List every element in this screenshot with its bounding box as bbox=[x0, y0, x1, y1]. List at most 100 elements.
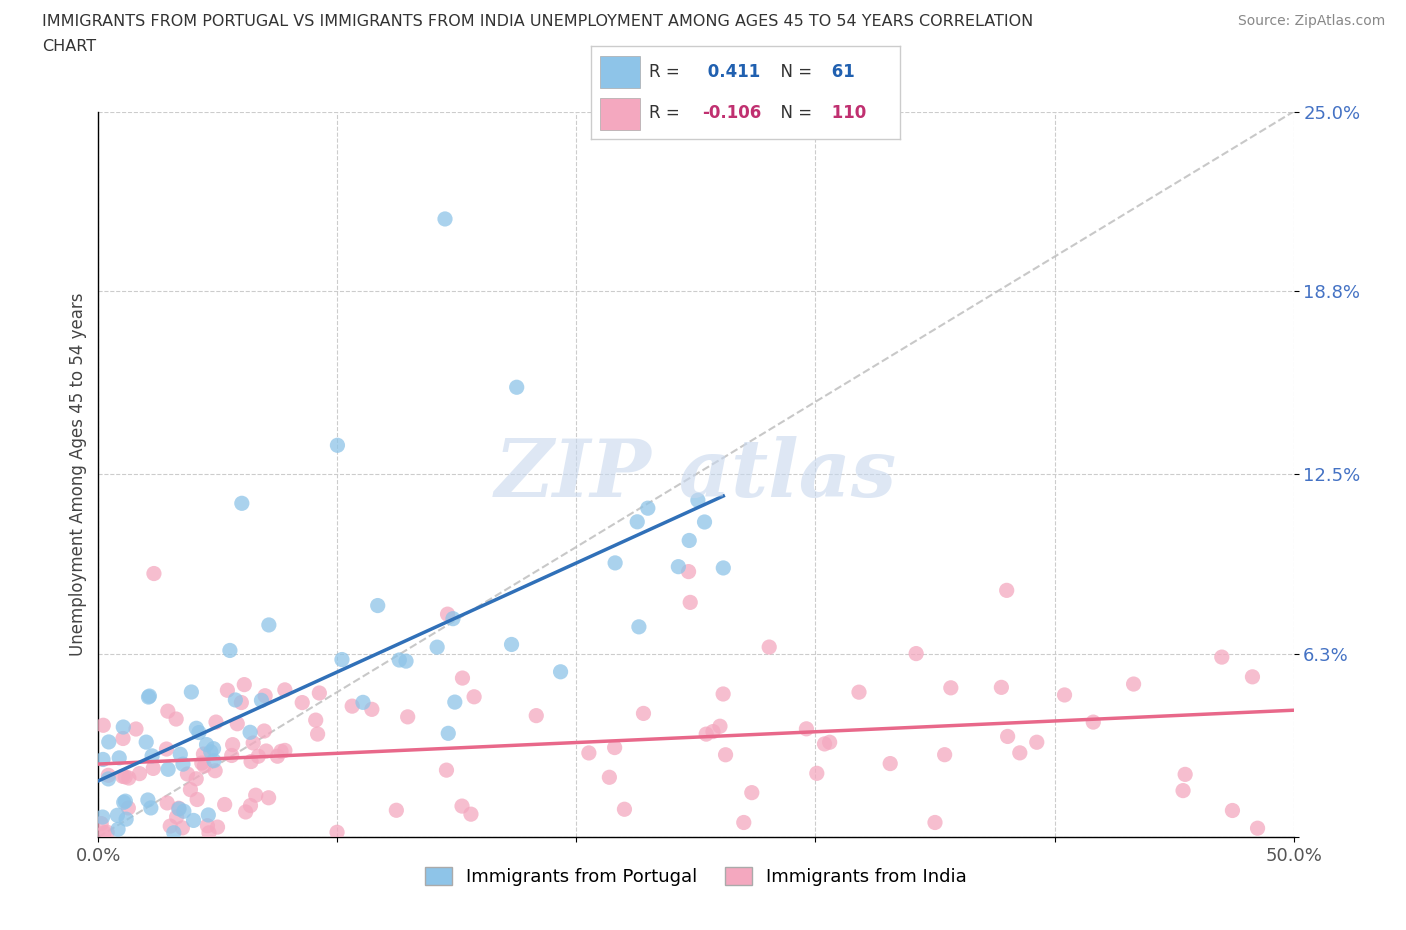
Point bbox=[155, 741, 177, 756]
Point bbox=[307, 726, 329, 741]
Point bbox=[169, 747, 191, 762]
Point bbox=[114, 769, 136, 784]
Point bbox=[437, 726, 460, 741]
Point bbox=[678, 533, 700, 548]
Point bbox=[226, 716, 249, 731]
Bar bbox=[600, 56, 640, 88]
Point bbox=[204, 764, 226, 778]
Point bbox=[395, 654, 418, 669]
Bar bbox=[600, 98, 640, 130]
Text: -0.106: -0.106 bbox=[702, 104, 761, 123]
Point bbox=[112, 795, 135, 810]
Point bbox=[176, 766, 198, 781]
Point bbox=[702, 724, 724, 739]
Point bbox=[142, 566, 165, 581]
Point bbox=[141, 749, 163, 764]
Point bbox=[396, 710, 419, 724]
Point bbox=[115, 812, 138, 827]
Point bbox=[266, 749, 288, 764]
Point bbox=[166, 809, 188, 824]
Point bbox=[247, 749, 270, 764]
Point bbox=[709, 719, 731, 734]
Point bbox=[186, 771, 208, 786]
Point bbox=[117, 801, 139, 816]
Text: 0.411: 0.411 bbox=[702, 62, 761, 81]
Point bbox=[695, 726, 717, 741]
Point bbox=[257, 618, 280, 632]
Point bbox=[197, 818, 219, 833]
Point bbox=[231, 496, 253, 511]
Point bbox=[711, 686, 734, 701]
Point bbox=[172, 820, 194, 835]
Point bbox=[1008, 746, 1031, 761]
Point bbox=[93, 825, 115, 840]
Point bbox=[186, 721, 208, 736]
Point bbox=[179, 782, 201, 797]
Point bbox=[159, 818, 181, 833]
Point bbox=[173, 804, 195, 818]
Point bbox=[506, 379, 529, 394]
Point bbox=[139, 801, 162, 816]
Point bbox=[97, 735, 120, 750]
Point bbox=[796, 722, 818, 737]
Point bbox=[550, 664, 572, 679]
Legend: Immigrants from Portugal, Immigrants from India: Immigrants from Portugal, Immigrants fro… bbox=[418, 859, 974, 893]
Point bbox=[848, 684, 870, 699]
Point bbox=[231, 695, 253, 710]
Point bbox=[451, 799, 474, 814]
Point bbox=[270, 744, 292, 759]
Point bbox=[91, 810, 114, 825]
Point bbox=[202, 753, 225, 768]
Point bbox=[142, 761, 165, 776]
Point bbox=[385, 803, 408, 817]
Point bbox=[451, 671, 474, 685]
Point bbox=[627, 619, 650, 634]
Point bbox=[905, 646, 928, 661]
Point bbox=[1241, 670, 1264, 684]
Point bbox=[202, 741, 225, 756]
Point bbox=[326, 825, 349, 840]
Point bbox=[613, 802, 636, 817]
Point bbox=[165, 711, 187, 726]
Point bbox=[91, 752, 114, 767]
Point bbox=[605, 555, 627, 570]
Point bbox=[239, 724, 262, 739]
Point bbox=[686, 493, 709, 508]
Point bbox=[108, 751, 131, 765]
Point bbox=[235, 804, 257, 819]
Text: R =: R = bbox=[650, 62, 685, 81]
Point bbox=[219, 643, 242, 658]
Point bbox=[714, 748, 737, 763]
Point bbox=[388, 653, 411, 668]
Point bbox=[434, 211, 457, 226]
Point bbox=[253, 724, 276, 738]
Point bbox=[598, 770, 620, 785]
Point bbox=[195, 737, 218, 752]
Point bbox=[156, 795, 179, 810]
Point bbox=[193, 747, 215, 762]
Point bbox=[111, 769, 134, 784]
Point bbox=[136, 792, 159, 807]
Point bbox=[501, 637, 523, 652]
Point bbox=[330, 652, 353, 667]
Point bbox=[254, 744, 277, 759]
Point bbox=[118, 771, 141, 786]
Point bbox=[603, 740, 626, 755]
Point bbox=[111, 731, 134, 746]
Point bbox=[326, 438, 349, 453]
Point bbox=[187, 725, 209, 740]
Point bbox=[207, 819, 229, 834]
Point bbox=[741, 785, 763, 800]
Point bbox=[214, 797, 236, 812]
Point bbox=[183, 813, 205, 828]
Point bbox=[257, 790, 280, 805]
Point bbox=[233, 677, 256, 692]
Point bbox=[191, 755, 214, 770]
Point bbox=[436, 606, 458, 621]
Point bbox=[637, 500, 659, 515]
Point bbox=[163, 825, 186, 840]
Point bbox=[138, 688, 160, 703]
Point bbox=[172, 757, 194, 772]
Point bbox=[242, 736, 264, 751]
Point bbox=[274, 683, 297, 698]
